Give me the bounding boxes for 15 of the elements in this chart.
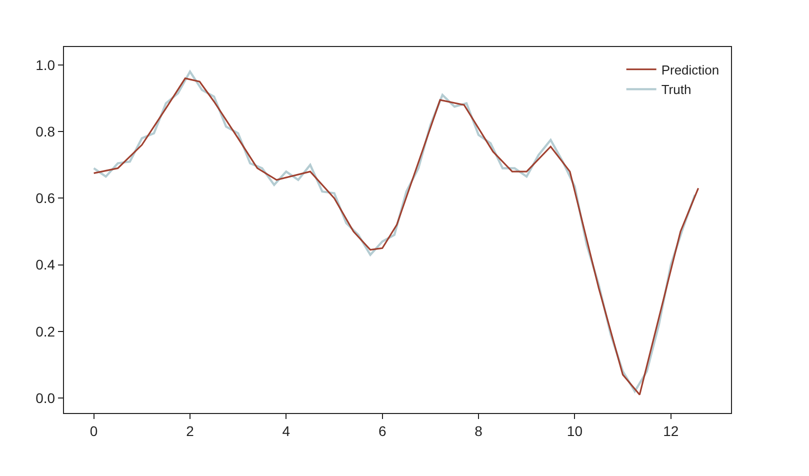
x-tick-label: 2 — [186, 422, 194, 439]
x-tick-label: 6 — [378, 422, 386, 439]
x-tick-label: 12 — [663, 422, 679, 439]
legend-label: Prediction — [661, 62, 720, 78]
y-tick-label: 0.8 — [36, 123, 56, 140]
x-tick-label: 4 — [282, 422, 290, 439]
x-tick-label: 0 — [90, 422, 98, 439]
x-tick-label: 10 — [566, 422, 583, 439]
x-tick-label: 8 — [474, 422, 483, 439]
y-tick-label: 0.4 — [36, 256, 56, 273]
y-tick-label: 0.6 — [36, 190, 56, 206]
y-tick-label: 0.2 — [36, 323, 56, 340]
y-tick-label: 1.0 — [36, 56, 56, 73]
y-tick-label: 0.0 — [36, 390, 56, 406]
legend-label: Truth — [661, 82, 692, 98]
